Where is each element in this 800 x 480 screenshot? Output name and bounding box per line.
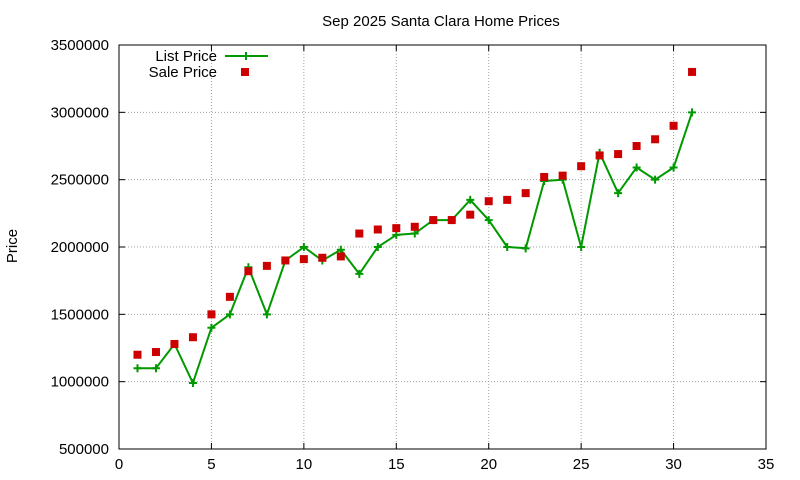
grid-lines	[119, 45, 766, 449]
sale-price-point	[632, 142, 641, 150]
y-tick-label: 500000	[59, 441, 109, 458]
list-price-point	[299, 243, 308, 251]
legend-square	[241, 68, 249, 76]
list-price-point	[484, 216, 493, 225]
list-price-point	[133, 364, 142, 373]
sale-price-point	[299, 255, 308, 264]
sale-price-point	[188, 333, 197, 342]
series-sale-price	[133, 67, 697, 359]
sale-price-point	[244, 267, 253, 276]
y-tick-label: 2500000	[51, 172, 109, 189]
legend-label-sale-price: Sale Price	[149, 64, 217, 81]
sale-price-point	[262, 261, 271, 270]
sale-price-point	[688, 67, 697, 76]
list-price-point	[688, 108, 697, 117]
sale-price-point	[447, 216, 456, 225]
legend-marker-sale-price	[241, 68, 249, 76]
sale-price-point	[614, 150, 623, 159]
y-tick-label: 1000000	[51, 374, 109, 391]
y-axis-label: Price	[4, 229, 21, 263]
list-price-point	[632, 163, 641, 172]
legend: List Price Sale Price	[149, 48, 268, 81]
x-tick-label: 35	[758, 456, 775, 473]
sale-price-point	[540, 172, 549, 181]
list-price-point	[669, 163, 678, 172]
sale-price-point	[281, 256, 290, 265]
list-price-point	[151, 364, 160, 373]
x-tick-label: 0	[115, 456, 123, 473]
sale-price-point	[577, 162, 586, 171]
list-price-point	[521, 244, 530, 253]
plot-frame	[118, 44, 767, 450]
x-tick-label: 15	[388, 456, 405, 473]
list-price-point	[410, 229, 419, 238]
x-tick-label: 10	[296, 456, 313, 473]
sale-price-point	[355, 229, 364, 238]
sale-price-point	[410, 222, 419, 231]
sale-price-point	[392, 224, 401, 233]
sale-price-point	[558, 171, 567, 180]
sale-price-point	[651, 135, 660, 144]
sale-price-point	[225, 292, 234, 301]
y-tick-label: 1500000	[51, 306, 109, 323]
legend-marker-list-price	[225, 52, 268, 60]
sale-price-point	[669, 121, 678, 130]
sale-price-point	[595, 151, 604, 160]
sale-price-point	[151, 348, 160, 357]
sale-price-point	[503, 195, 512, 204]
y-axis-ticks: 500000 1000000 1500000 2000000 2500000 300000…	[51, 37, 766, 458]
sale-price-point	[170, 339, 179, 348]
legend-label-list-price: List Price	[155, 48, 217, 65]
sale-price-point	[484, 197, 493, 206]
list-price-point	[225, 310, 234, 319]
x-tick-label: 30	[665, 456, 682, 473]
sale-price-point	[336, 252, 345, 261]
list-price-point	[577, 243, 586, 251]
x-tick-label: 5	[207, 456, 215, 473]
list-price-line	[137, 111, 694, 384]
list-price-point	[262, 310, 271, 319]
sale-price-point	[466, 210, 475, 219]
list-price-point	[614, 189, 623, 198]
list-price-point	[188, 379, 197, 388]
list-price-point	[392, 230, 401, 239]
series-list-price	[133, 108, 697, 388]
y-tick-label: 3500000	[51, 37, 109, 54]
x-axis-ticks: 0 5 10 15 20 25 30 35	[115, 45, 775, 473]
sale-price-point	[521, 189, 530, 198]
list-price-point	[207, 323, 216, 332]
y-tick-label: 2000000	[51, 239, 109, 256]
list-price-point	[651, 175, 660, 184]
x-tick-label: 20	[480, 456, 497, 473]
list-price-point	[503, 243, 512, 251]
list-price-point	[336, 245, 345, 254]
sale-price-point	[207, 310, 216, 319]
sale-price-point	[318, 253, 327, 262]
sale-price-point	[373, 225, 382, 234]
sale-price-point	[133, 350, 142, 359]
y-tick-label: 3000000	[51, 104, 109, 121]
list-price-point	[466, 195, 475, 204]
chart-title: Sep 2025 Santa Clara Home Prices	[322, 13, 560, 30]
x-tick-label: 25	[573, 456, 590, 473]
sale-price-point	[429, 216, 438, 225]
legend-plus	[242, 52, 250, 60]
list-price-point	[355, 269, 364, 278]
list-price-point	[373, 243, 382, 251]
